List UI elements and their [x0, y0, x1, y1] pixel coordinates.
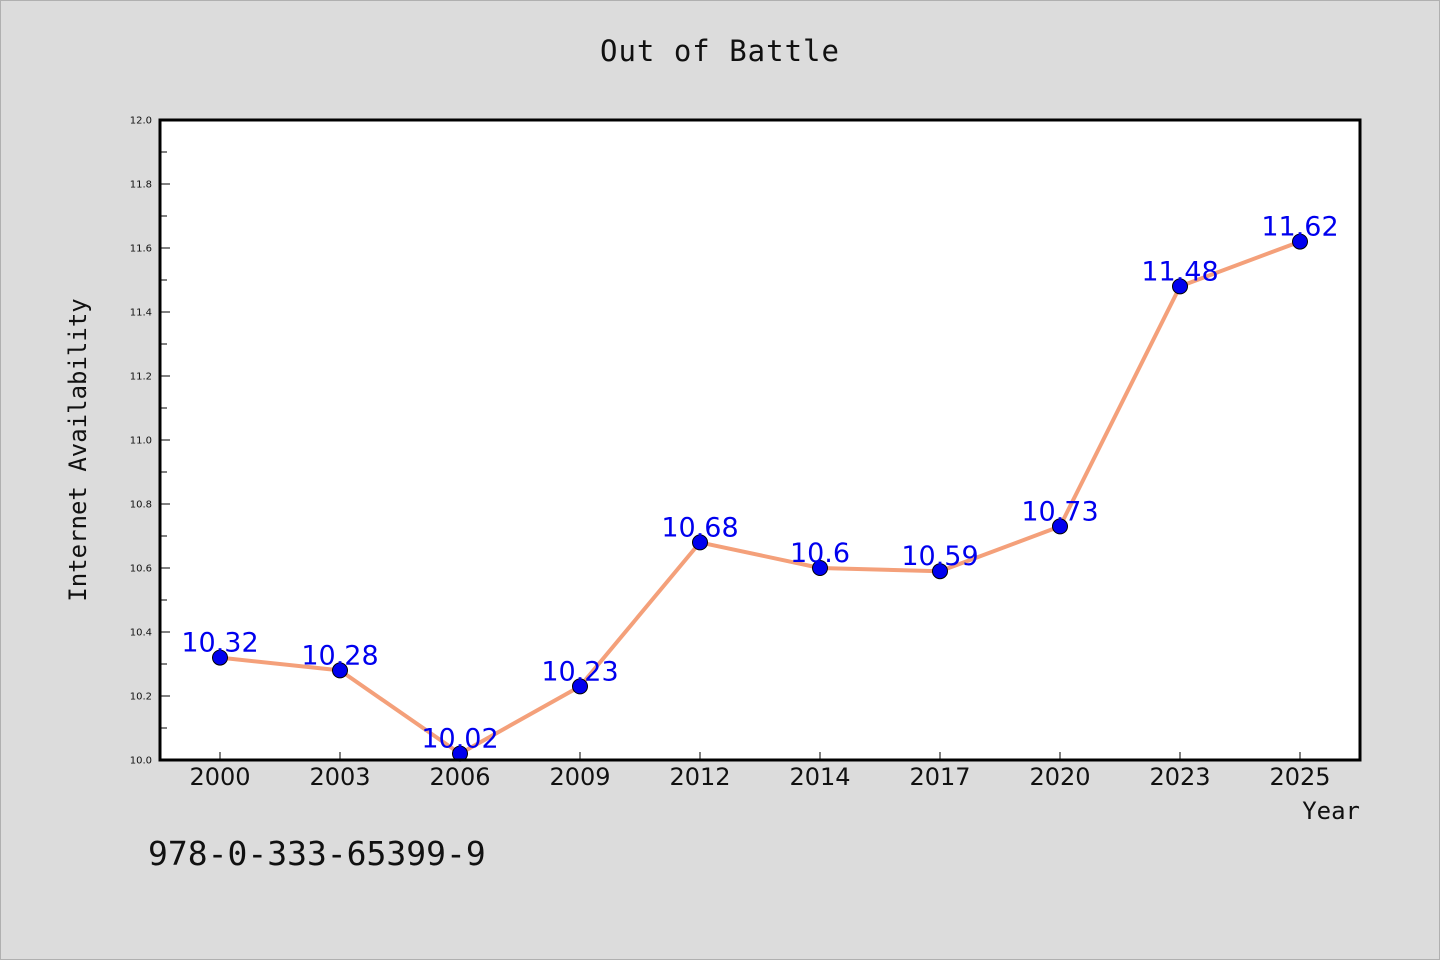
y-tick-label: 11.6 [130, 244, 152, 255]
x-tick-label: 2006 [429, 763, 490, 791]
data-point [572, 678, 588, 695]
data-label: 10.59 [901, 541, 978, 572]
x-tick-label: 2009 [549, 763, 610, 791]
x-tick-label: 2000 [189, 763, 250, 791]
plot-area [160, 120, 1360, 760]
data-label: 11.48 [1141, 256, 1218, 287]
data-point [692, 534, 708, 551]
data-label: 10.73 [1021, 496, 1098, 527]
data-label: 10.6 [790, 538, 850, 569]
y-tick-label: 11.2 [130, 372, 152, 383]
data-point [812, 560, 828, 576]
data-label: 10.23 [541, 656, 618, 687]
x-tick-label: 2003 [309, 763, 370, 791]
y-tick-label: 10.8 [130, 500, 152, 511]
y-tick-label: 12.0 [130, 116, 152, 127]
data-label: 10.02 [421, 724, 498, 755]
x-tick-label: 2020 [1029, 763, 1090, 791]
y-tick-label: 10.6 [130, 564, 152, 575]
data-label: 11.62 [1261, 212, 1338, 243]
x-axis-label: Year [1302, 797, 1360, 825]
x-tick-label: 2017 [909, 763, 970, 791]
data-label: 10.68 [661, 512, 738, 543]
data-point [212, 649, 228, 666]
data-point [1052, 518, 1068, 535]
y-tick-label: 10.0 [130, 756, 152, 767]
y-tick-label: 10.4 [130, 628, 152, 639]
x-tick-label: 2025 [1269, 763, 1330, 791]
isbn-label: 978-0-333-65399-9 [148, 834, 486, 873]
y-tick-label: 11.4 [130, 308, 152, 319]
chart-title: Out of Battle [600, 34, 840, 68]
plot-border [158, 118, 1362, 762]
y-tick-label: 11.8 [130, 180, 152, 191]
y-tick-label: 10.2 [130, 692, 152, 703]
data-point [1292, 233, 1308, 250]
series-line [218, 239, 1302, 756]
x-tick-label: 2012 [669, 763, 730, 791]
data-point [1172, 278, 1188, 295]
x-tick-label: 2023 [1149, 763, 1210, 791]
y-tick-label: 11.0 [130, 436, 152, 447]
x-tick-label: 2014 [789, 763, 850, 791]
data-label: 10.28 [301, 640, 378, 671]
data-label: 10.32 [181, 628, 258, 659]
data-point [332, 662, 348, 679]
data-point [932, 563, 948, 580]
y-axis-label: Internet Availability [64, 298, 92, 601]
